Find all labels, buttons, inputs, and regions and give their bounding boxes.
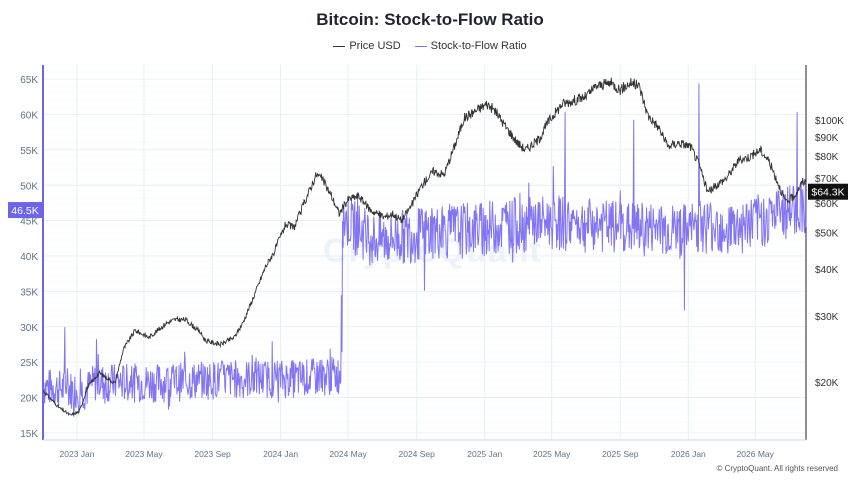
- y-right-tick-label: $50K: [815, 229, 839, 240]
- left-current-badge: [8, 202, 42, 219]
- y-right-tick-label: $30K: [815, 312, 839, 323]
- left-current-badge-label: 46.5K: [11, 205, 38, 217]
- x-tick-label: 2024 Sep: [398, 449, 435, 459]
- x-tick-label: 2026 May: [737, 449, 775, 459]
- legend-swatch-price: [333, 45, 346, 47]
- y-right-tick-label: $20K: [815, 378, 839, 389]
- x-tick-label: 2023 May: [125, 449, 163, 459]
- watermark: CryptoQuant: [323, 232, 542, 270]
- right-current-badge-label: $64.3K: [811, 187, 844, 199]
- copyright-footer: © CryptoQuant. All rights reserved: [716, 464, 839, 473]
- x-tick-label: 2025 Sep: [602, 449, 639, 459]
- right-current-badge: [808, 183, 848, 200]
- chart-title: Bitcoin: Stock-to-Flow Ratio: [316, 10, 544, 29]
- y-right-tick-label: $90K: [815, 133, 839, 144]
- legend-label-s2f: Stock-to-Flow Ratio: [430, 40, 527, 52]
- chart-legend: Price USD Stock-to-Flow Ratio: [0, 40, 860, 52]
- x-tick-label: 2026 Jan: [671, 449, 706, 459]
- series-line-stock-to-flow: [42, 83, 807, 417]
- legend-swatch-s2f: [414, 45, 427, 47]
- y-left-tick-label: 20K: [20, 394, 38, 405]
- legend-item-s2f[interactable]: Stock-to-Flow Ratio: [414, 40, 527, 52]
- x-tick-label: 2025 Jan: [467, 449, 502, 459]
- y-left-tick-label: 55K: [20, 146, 38, 157]
- y-right-tick-label: $60K: [815, 199, 839, 210]
- y-right-tick-label: $100K: [815, 116, 844, 127]
- x-tick-label: 2024 May: [329, 449, 367, 459]
- y-left-tick-label: 25K: [20, 358, 38, 369]
- x-tick-label: 2023 Sep: [194, 449, 231, 459]
- x-tick-label: 2025 May: [533, 449, 571, 459]
- y-left-tick-label: 65K: [20, 75, 38, 86]
- y-left-tick-label: 35K: [20, 287, 38, 298]
- y-left-tick-label: 50K: [20, 181, 38, 192]
- y-left-tick-label: 15K: [20, 429, 38, 440]
- x-tick-label: 2023 Jan: [60, 449, 95, 459]
- y-right-tick-label: $70K: [815, 174, 839, 185]
- legend-label-price: Price USD: [349, 40, 401, 52]
- y-left-tick-label: 45K: [20, 217, 38, 228]
- x-tick-label: 2024 Jan: [263, 449, 298, 459]
- series-line-price: [42, 77, 807, 417]
- legend-item-price[interactable]: Price USD: [333, 40, 401, 52]
- y-left-tick-label: 30K: [20, 323, 38, 334]
- y-right-tick-label: $80K: [815, 152, 839, 163]
- y-right-tick-label: $40K: [815, 265, 839, 276]
- y-left-tick-label: 40K: [20, 252, 38, 263]
- y-left-tick-label: 60K: [20, 111, 38, 122]
